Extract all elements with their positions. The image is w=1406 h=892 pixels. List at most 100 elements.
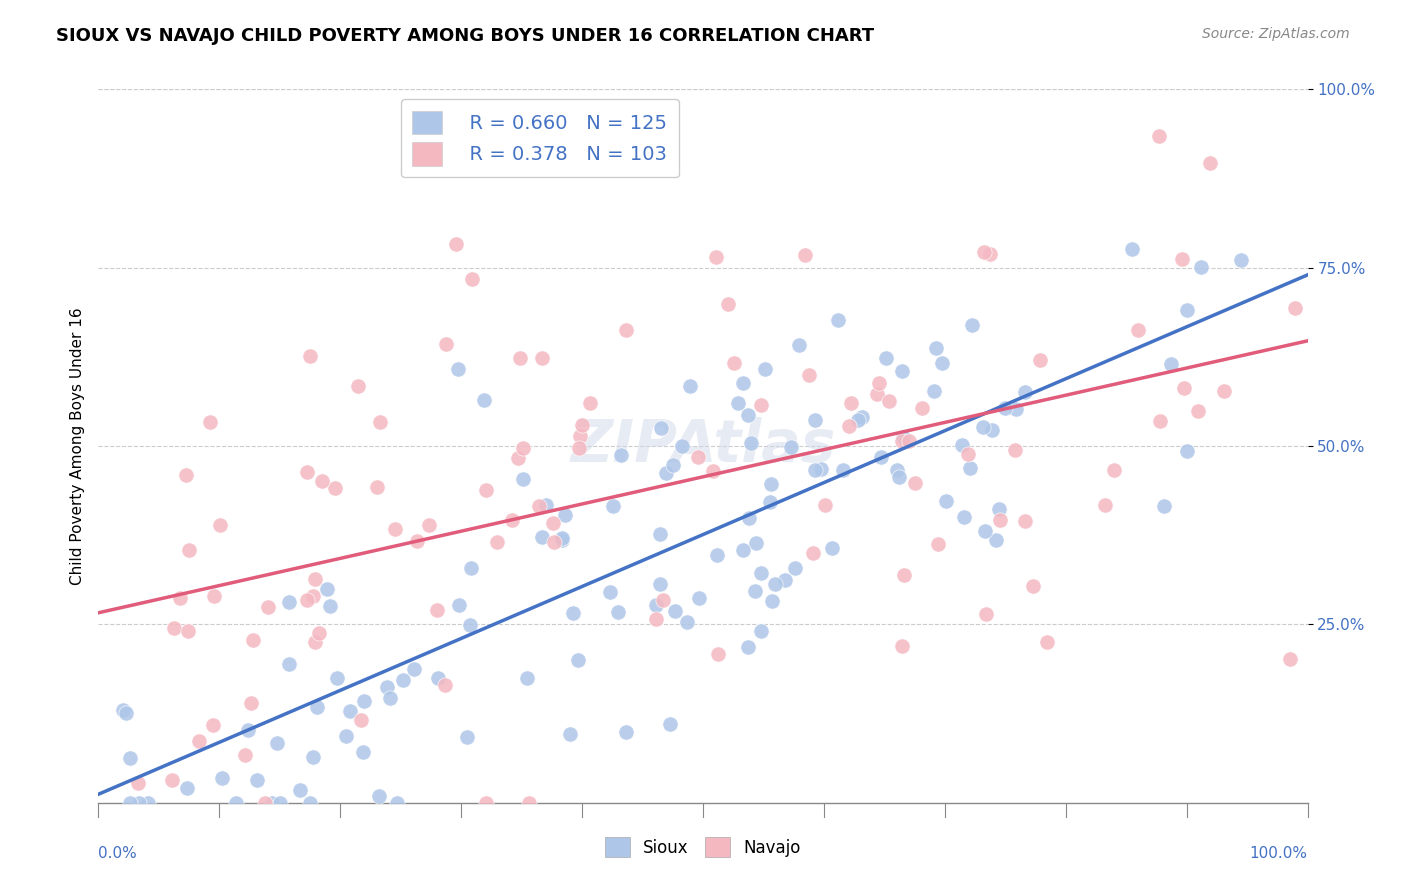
Point [1149, 414, 1171, 428]
Point [706, 250, 728, 264]
Point [198, 415, 221, 429]
Point [176, 780, 198, 795]
Point [569, 429, 592, 443]
Point [688, 591, 710, 606]
Point [406, 534, 429, 549]
Text: SIOUX VS NAVAJO CHILD POVERTY AMONG BOYS UNDER 16 CORRELATION CHART: SIOUX VS NAVAJO CHILD POVERTY AMONG BOYS… [56, 27, 875, 45]
Point [305, 700, 328, 714]
Point [706, 549, 728, 563]
Point [254, 796, 277, 810]
Point [335, 730, 357, 744]
Point [120, 796, 142, 810]
Point [602, 499, 624, 513]
Point [350, 714, 373, 728]
Point [988, 502, 1011, 516]
Point [749, 398, 772, 412]
Point [446, 237, 468, 252]
Point [935, 493, 957, 508]
Point [606, 606, 628, 620]
Point [717, 297, 740, 311]
Text: Source: ZipAtlas.com: Source: ZipAtlas.com [1202, 27, 1350, 41]
Point [879, 393, 901, 408]
Point [378, 691, 401, 706]
Point [485, 535, 508, 549]
Point [803, 413, 825, 427]
Point [759, 477, 782, 491]
Point [308, 625, 330, 640]
Point [187, 734, 209, 748]
Point [177, 624, 200, 639]
Point [609, 448, 631, 462]
Point [799, 368, 821, 382]
Point [754, 361, 776, 376]
Point [827, 313, 849, 327]
Point [211, 771, 233, 785]
Point [501, 512, 523, 526]
Point [127, 776, 149, 790]
Y-axis label: Child Poverty Among Boys Under 16: Child Poverty Among Boys Under 16 [69, 307, 84, 585]
Point [225, 796, 247, 810]
Point [953, 509, 976, 524]
Point [702, 464, 724, 478]
Point [960, 318, 983, 332]
Point [838, 419, 860, 434]
Point [392, 673, 415, 687]
Point [727, 396, 749, 410]
Point [1284, 301, 1306, 315]
Point [571, 417, 593, 432]
Point [950, 438, 973, 452]
Point [257, 599, 280, 614]
Point [925, 341, 948, 355]
Point [744, 584, 766, 599]
Point [534, 498, 557, 512]
Point [384, 522, 406, 536]
Point [904, 475, 927, 490]
Point [814, 498, 837, 512]
Point [541, 516, 564, 530]
Point [994, 401, 1017, 415]
Point [759, 495, 782, 509]
Point [664, 603, 686, 617]
Point [794, 248, 817, 262]
Point [787, 338, 810, 352]
Point [889, 470, 911, 484]
Point [295, 465, 318, 479]
Point [1005, 402, 1028, 417]
Point [323, 481, 346, 495]
Point [1094, 498, 1116, 512]
Point [1278, 652, 1301, 666]
Point [749, 624, 772, 639]
Point [931, 356, 953, 370]
Point [801, 546, 824, 560]
Point [972, 420, 994, 434]
Point [875, 351, 897, 366]
Point [645, 612, 668, 626]
Point [1171, 252, 1194, 266]
Point [112, 703, 135, 717]
Point [851, 410, 873, 425]
Point [301, 749, 323, 764]
Point [614, 323, 637, 337]
Point [456, 731, 478, 745]
Point [447, 362, 470, 376]
Legend:   R = 0.660   N = 125,   R = 0.378   N = 103: R = 0.660 N = 125, R = 0.378 N = 103 [401, 99, 679, 178]
Point [1160, 357, 1182, 371]
Point [1187, 403, 1209, 417]
Point [911, 401, 934, 415]
Point [339, 704, 361, 718]
Point [509, 351, 531, 365]
Point [891, 430, 914, 444]
Point [738, 511, 761, 525]
Point [886, 463, 908, 477]
Point [315, 582, 337, 597]
Point [366, 480, 388, 494]
Point [433, 678, 456, 692]
Point [841, 396, 863, 410]
Point [974, 607, 997, 621]
Point [988, 513, 1011, 527]
Point [1175, 302, 1198, 317]
Point [115, 706, 138, 720]
Point [426, 603, 449, 617]
Point [427, 671, 450, 685]
Point [763, 577, 786, 591]
